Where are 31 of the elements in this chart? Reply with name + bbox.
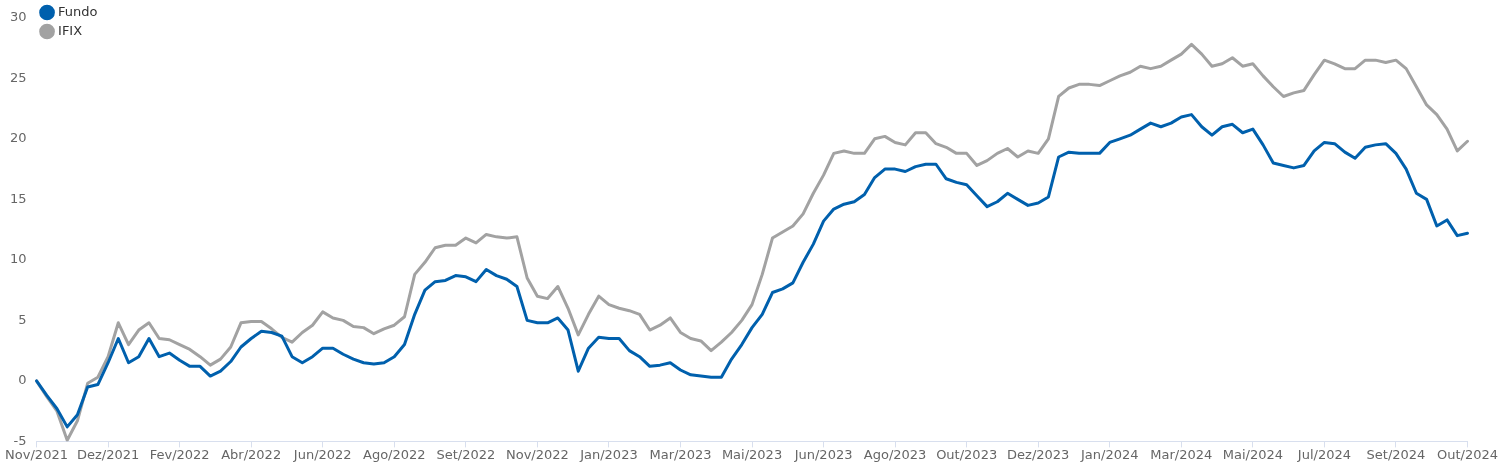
x-tick-label: Nov/2021 (5, 446, 68, 462)
x-tick-label: Jan/2023 (579, 446, 638, 462)
x-tick-label: Out/2024 (1436, 446, 1498, 462)
x-tick-label: Dez/2021 (76, 446, 140, 462)
x-tick-label: Set/2024 (1366, 446, 1426, 462)
legend-label: Fundo (58, 3, 98, 19)
y-tick-label: 10 (10, 251, 27, 267)
y-tick-label: 20 (10, 130, 27, 146)
y-tick-label: -5 (13, 432, 27, 448)
y-tick-label: 30 (10, 9, 27, 25)
y-tick-label: 25 (10, 69, 27, 85)
x-tick-label: Mar/2023 (649, 446, 712, 462)
y-tick-label: 5 (18, 311, 27, 327)
x-tick-label: Jul/2024 (1296, 446, 1351, 462)
x-tick-label: Nov/2022 (505, 446, 569, 462)
x-tick-label: Jan/2024 (1079, 446, 1139, 462)
x-tick-label: Mar/2024 (1150, 446, 1213, 462)
y-tick-label: 0 (18, 372, 27, 388)
x-tick-label: Mai/2024 (1222, 446, 1283, 462)
x-tick-label: Jun/2022 (292, 446, 352, 462)
x-tick-label: Jun/2023 (793, 446, 853, 462)
x-tick-label: Out/2023 (936, 446, 998, 462)
x-tick-label: Abr/2022 (221, 446, 282, 462)
x-tick-label: Ago/2022 (363, 446, 426, 462)
legend-label: IFIX (58, 22, 83, 38)
x-tick-label: Fev/2022 (149, 446, 210, 462)
x-tick-label: Ago/2023 (863, 446, 927, 462)
y-tick-label: 15 (10, 190, 27, 206)
x-tick-label: Mai/2023 (721, 446, 783, 462)
x-tick-label: Set/2022 (436, 446, 496, 462)
x-tick-label: Dez/2023 (1007, 446, 1070, 462)
